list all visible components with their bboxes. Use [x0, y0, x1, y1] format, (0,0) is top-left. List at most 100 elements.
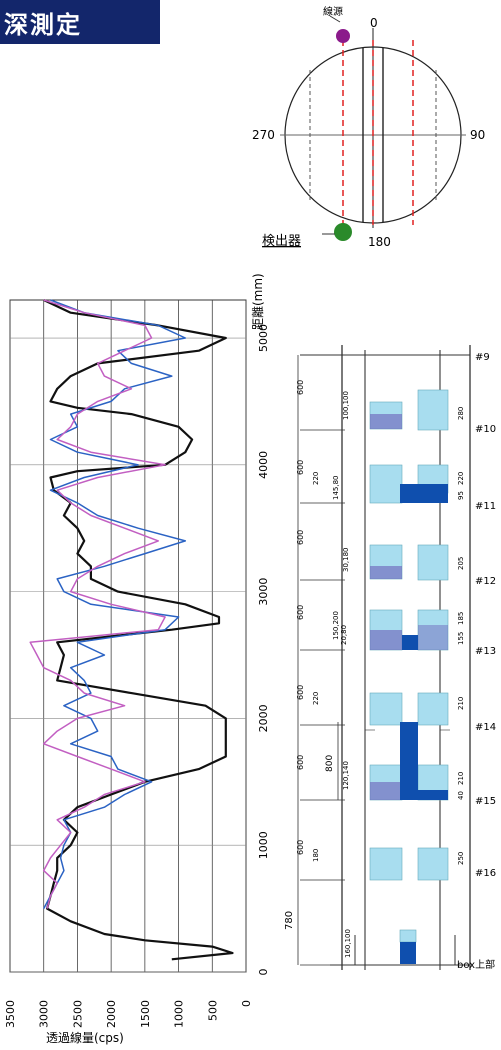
section-marker: #15 [475, 796, 496, 807]
cps-tick-label: 0 [240, 1000, 253, 1007]
left-dim-label: 20,80 [340, 625, 348, 645]
right-dim-label: 205 [457, 557, 465, 570]
top-diagram: 線源 検出器 0 180 270 90 [252, 5, 485, 249]
mm-tick-label: 3000 [257, 578, 270, 606]
mm-tick-label: 2000 [257, 704, 270, 732]
left-labels: 100,100 220 145,80 30,180 150,200 20,80 220 120… [312, 391, 352, 958]
series-layer [29, 299, 234, 961]
angle-bottom: 180 [368, 235, 391, 249]
angle-right: 90 [470, 128, 485, 142]
left-dim-label: 180 [312, 849, 320, 862]
spacing-label: 600 [296, 755, 305, 770]
box-top-label: box上部 [457, 958, 495, 971]
block-cyan [417, 692, 449, 726]
block-purple [418, 625, 448, 650]
detector-label: 検出器 [262, 234, 301, 249]
left-dim-label: 30,180 [342, 548, 350, 573]
section-marker: #10 [475, 424, 496, 435]
left-dim-label: 220 [312, 692, 320, 705]
source-pointer [329, 15, 341, 23]
right-dim-label: 250 [457, 852, 465, 865]
chart: 3500 3000 2500 2000 1500 1000 500 0 50004000300… [4, 273, 270, 1045]
series-line-3 [29, 299, 166, 909]
spacing-label: 600 [296, 380, 305, 395]
source-dot [336, 29, 350, 43]
left-dim-label: 100,100 [342, 391, 350, 420]
left-dim-label: 220 [312, 472, 320, 485]
cps-tick-label: 1000 [173, 1000, 186, 1028]
mm-tick-label: 0 [257, 969, 270, 976]
right-dim-label: 280 [457, 407, 465, 420]
right-dim-label: 210 [457, 772, 465, 785]
right-dim-label: 155 [457, 632, 465, 645]
cps-tick-label: 2500 [71, 1000, 84, 1028]
right-dim-label: 185 [457, 612, 465, 625]
spacing-label: 600 [296, 605, 305, 620]
section-marker: #16 [475, 868, 496, 879]
cps-tick-label: 1500 [139, 1000, 152, 1028]
left-dim-label: 160,100 [344, 929, 352, 958]
right-dim-label: 220 [457, 472, 465, 485]
section-markers: #9 #10 #11 #12 #13 #14 #15 #16 [475, 352, 496, 879]
section-marker: #14 [475, 722, 496, 733]
series-line-1 [43, 299, 234, 961]
cps-tick-labels: 3500 3000 2500 2000 1500 1000 500 0 [4, 1000, 253, 1028]
spacing-labels: 600 600 600 600 600 600 600 [296, 380, 305, 855]
right-dim-label: 210 [457, 697, 465, 710]
detector-dot [334, 223, 352, 241]
source-label: 線源 [323, 5, 343, 18]
block-cyan [417, 609, 449, 651]
block-blue [400, 722, 418, 797]
block-purple [370, 782, 402, 800]
dim-780: 780 [284, 911, 295, 930]
block-cyan [369, 692, 403, 726]
block-cyan [417, 544, 449, 581]
mm-tick-label: 1000 [257, 831, 270, 859]
section-marker: #13 [475, 646, 496, 657]
cps-tick-label: 2000 [105, 1000, 118, 1028]
right-dim-label: 95 [457, 491, 465, 500]
mm-gridlines [10, 337, 246, 973]
dimension-lines [297, 355, 470, 966]
block-purple [370, 414, 402, 429]
right-labels: 280 220 95 205 185 155 210 210 40 250 [457, 407, 465, 865]
page-header: 深測定 [0, 0, 160, 44]
block-cyan [369, 464, 403, 504]
spacing-label: 600 [296, 530, 305, 545]
cps-tick-label: 500 [206, 1000, 219, 1021]
left-dim-label: 150,200 [332, 611, 340, 640]
mm-axis-label: 距離(mm) [251, 273, 265, 330]
box-diagram: 600 600 600 600 600 600 600 100,100 220 145,80 30… [284, 345, 496, 971]
block-blue [400, 790, 448, 800]
angle-top: 0 [370, 16, 378, 30]
section-marker: #11 [475, 501, 496, 512]
block-cyan [369, 847, 403, 881]
mm-tick-label: 4000 [257, 451, 270, 479]
section-marker: #12 [475, 576, 496, 587]
block-cyan [399, 929, 417, 943]
left-dim-label: 145,80 [332, 476, 340, 501]
mm-tick-label: 5000 [257, 324, 270, 352]
cps-axis-label: 透過線量(cps) [46, 1030, 124, 1045]
cps-tick-label: 3500 [4, 1000, 17, 1028]
block-cyan [417, 847, 449, 881]
blocks [369, 389, 449, 964]
spacing-label: 600 [296, 685, 305, 700]
page-title: 深測定 [4, 11, 82, 39]
block-blue [402, 635, 418, 650]
series-line-2 [43, 299, 187, 909]
spacing-label: 600 [296, 460, 305, 475]
spacing-label: 600 [296, 840, 305, 855]
right-dim-label: 40 [457, 791, 465, 800]
block-purple [370, 630, 402, 650]
block-blue [400, 484, 448, 503]
left-dim-label: 120,140 [342, 761, 350, 790]
dim-800: 800 [325, 755, 335, 772]
mm-tick-labels: 5000 4000 3000 2000 1000 0 [257, 324, 270, 975]
block-blue [400, 942, 416, 964]
block-cyan [417, 389, 449, 431]
section-marker: #9 [475, 352, 490, 363]
cps-tick-label: 3000 [38, 1000, 51, 1028]
angle-left: 270 [252, 128, 275, 142]
